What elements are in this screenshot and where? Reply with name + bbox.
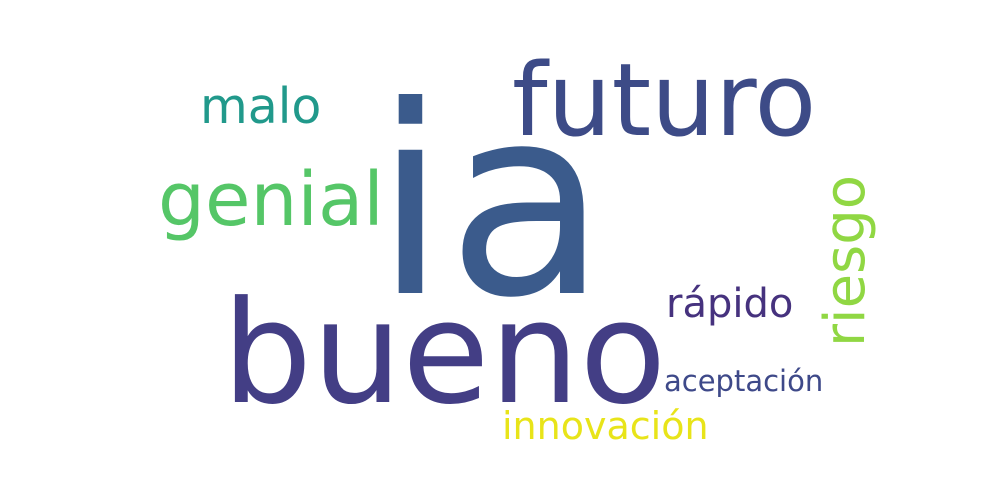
word-rapido: rápido (666, 281, 794, 327)
word-innovacion: innovación (502, 404, 709, 448)
word-genial: genial (158, 157, 384, 243)
word-bueno: bueno (222, 271, 667, 436)
word-futuro: futuro (512, 41, 817, 159)
word-ia: ia (374, 50, 608, 355)
word-malo: malo (200, 78, 322, 135)
word-aceptacion: aceptación (664, 364, 824, 398)
word-riesgo: riesgo (813, 174, 878, 347)
